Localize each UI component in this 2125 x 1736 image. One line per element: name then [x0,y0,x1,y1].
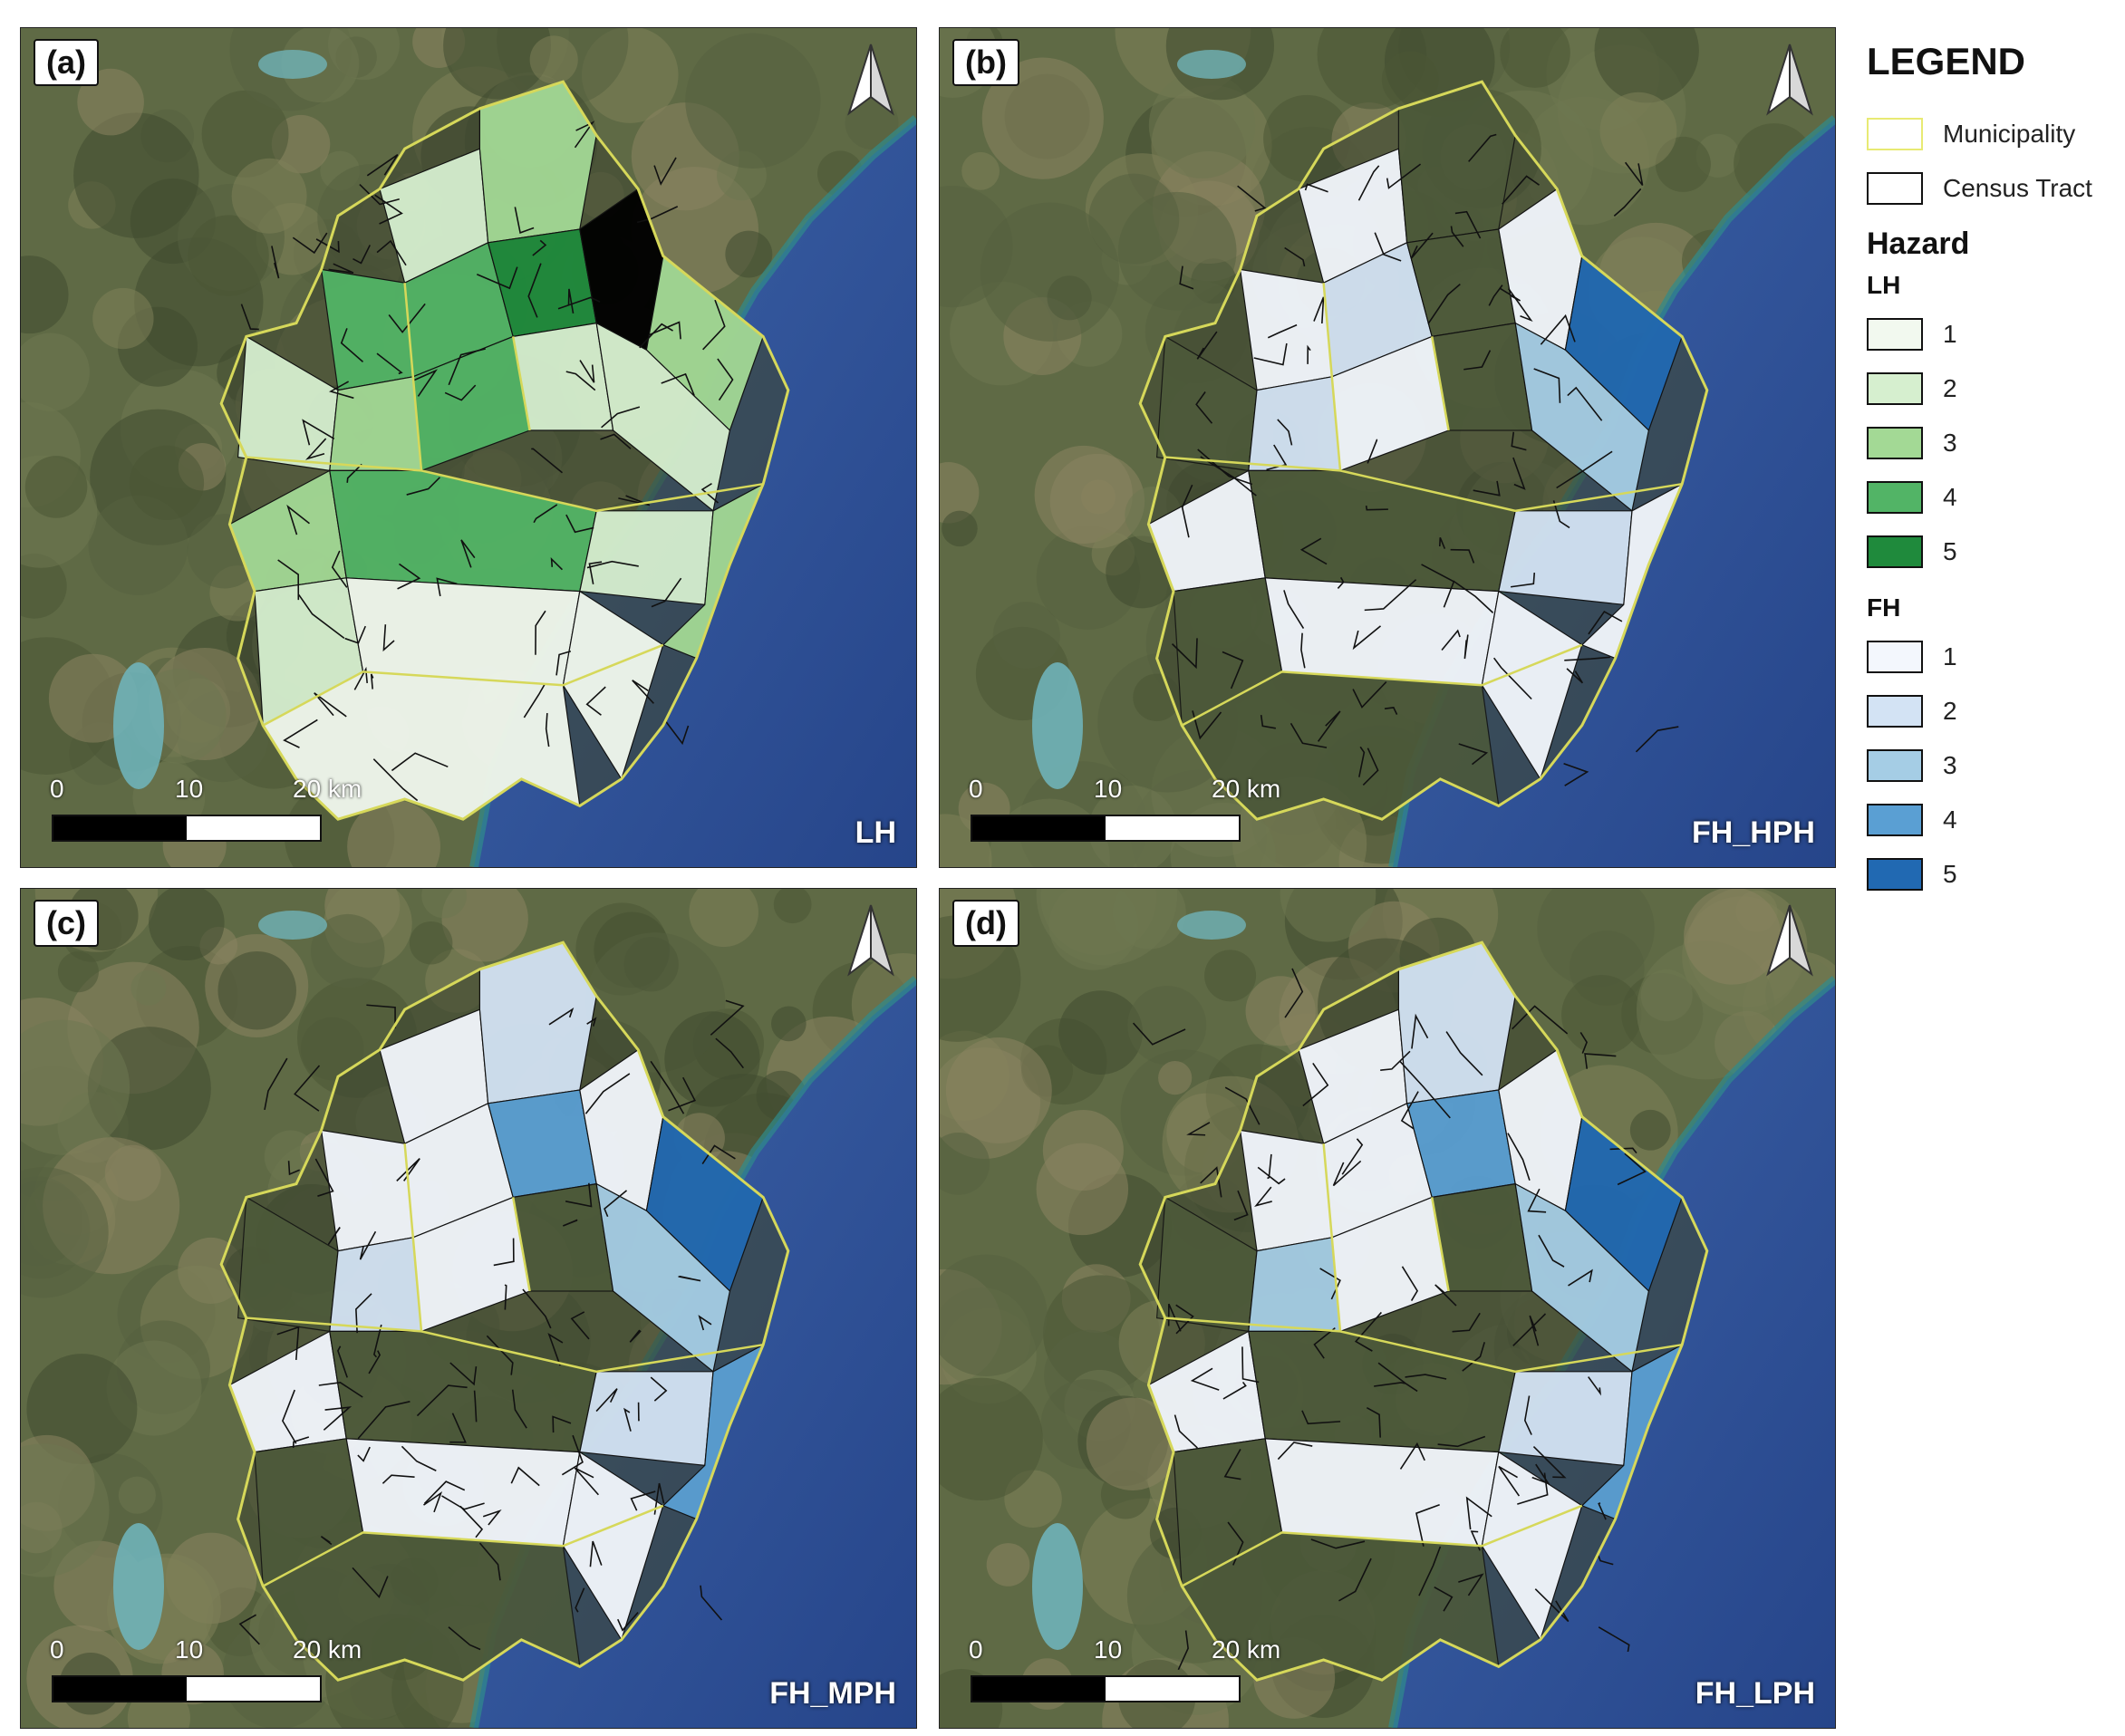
legend-label: 3 [1943,751,1957,779]
legend-item-lh-4: 4 [1867,470,2120,525]
scale-bar: 0 10 20 km [969,1635,1280,1708]
legend-label: 2 [1943,697,1957,725]
map-panel-b: (b) 0 10 20 km FH_HPH [939,27,1836,868]
scale-tick: 0 [969,775,983,803]
legend-item-fh-4: 4 [1867,793,2120,847]
legend-item-lh-5: 5 [1867,525,2120,579]
legend-item-lh-3: 3 [1867,416,2120,470]
legend-label: 5 [1943,860,1957,888]
legend-item-lh-2: 2 [1867,362,2120,416]
legend-label: 5 [1943,537,1957,565]
legend-swatch [1867,535,1923,568]
legend-swatch [1867,481,1923,514]
scale-tick: 0 [50,1635,64,1664]
north-arrow-icon [1766,904,1813,977]
map-legend: LEGEND Municipality Census Tract Hazard … [1867,40,2120,902]
legend-swatch [1867,641,1923,673]
scale-tick: 20 km [1212,1635,1281,1664]
legend-label: 4 [1943,483,1957,511]
scale-tick: 10 [175,775,204,803]
legend-item-municipality: Municipality [1867,107,2120,161]
map-canvas [940,28,1835,867]
legend-swatch [1867,118,1923,150]
legend-swatch [1867,318,1923,351]
legend-section-hazard: Hazard [1867,227,1970,261]
north-arrow-icon [847,43,894,116]
legend-item-fh-3: 3 [1867,738,2120,793]
legend-subtitle-fh: FH [1867,593,1901,622]
map-canvas [940,889,1835,1728]
legend-item-census-tract: Census Tract [1867,161,2120,216]
legend-label: 1 [1943,642,1957,670]
north-arrow-icon [1766,43,1813,116]
map-panel-c: (c) 0 10 20 km FH_MPH [20,888,917,1729]
scale-bar: 0 10 20 km [50,1635,362,1708]
legend-fh-list: 1 2 3 4 5 [1867,630,2120,902]
scale-tick: 20 km [1212,775,1281,803]
legend-swatch [1867,858,1923,891]
panel-label: (c) [34,900,99,947]
legend-swatch [1867,427,1923,459]
scale-tick: 20 km [293,1635,362,1664]
scale-bar: 0 10 20 km [969,775,1280,847]
legend-subtitle-lh: LH [1867,271,1901,299]
legend-swatch [1867,749,1923,782]
scale-tick: 10 [1094,1635,1123,1664]
legend-swatch [1867,804,1923,836]
legend-lh-list: 1 2 3 4 5 [1867,307,2120,579]
panel-title: FH_LPH [1695,1676,1815,1711]
legend-item-fh-2: 2 [1867,684,2120,738]
scale-tick: 20 km [293,775,362,803]
legend-label: Municipality [1943,120,2076,148]
map-panel-a: (a) 0 10 20 km LH [20,27,917,868]
scale-tick: 0 [50,775,64,803]
map-canvas [21,28,916,867]
panel-title: FH_HPH [1691,815,1815,850]
legend-swatch [1867,172,1923,205]
panel-title: FH_MPH [769,1676,896,1711]
map-canvas [21,889,916,1728]
scale-tick: 10 [1094,775,1123,803]
legend-item-fh-1: 1 [1867,630,2120,684]
map-panel-d: (d) 0 10 20 km FH_LPH [939,888,1836,1729]
legend-label: 1 [1943,320,1957,348]
legend-label: Census Tract [1943,174,2092,202]
legend-swatch [1867,695,1923,728]
panel-label: (b) [952,39,1019,86]
legend-label: 3 [1943,429,1957,457]
panel-label: (d) [952,900,1019,947]
legend-title: LEGEND [1867,40,2026,82]
scale-tick: 10 [175,1635,204,1664]
scale-bar: 0 10 20 km [50,775,362,847]
legend-label: 4 [1943,805,1957,834]
panel-title: LH [855,815,896,850]
scale-tick: 0 [969,1635,983,1664]
north-arrow-icon [847,904,894,977]
legend-label: 2 [1943,374,1957,402]
panel-label: (a) [34,39,99,86]
legend-swatch [1867,372,1923,405]
legend-item-fh-5: 5 [1867,847,2120,902]
legend-item-lh-1: 1 [1867,307,2120,362]
